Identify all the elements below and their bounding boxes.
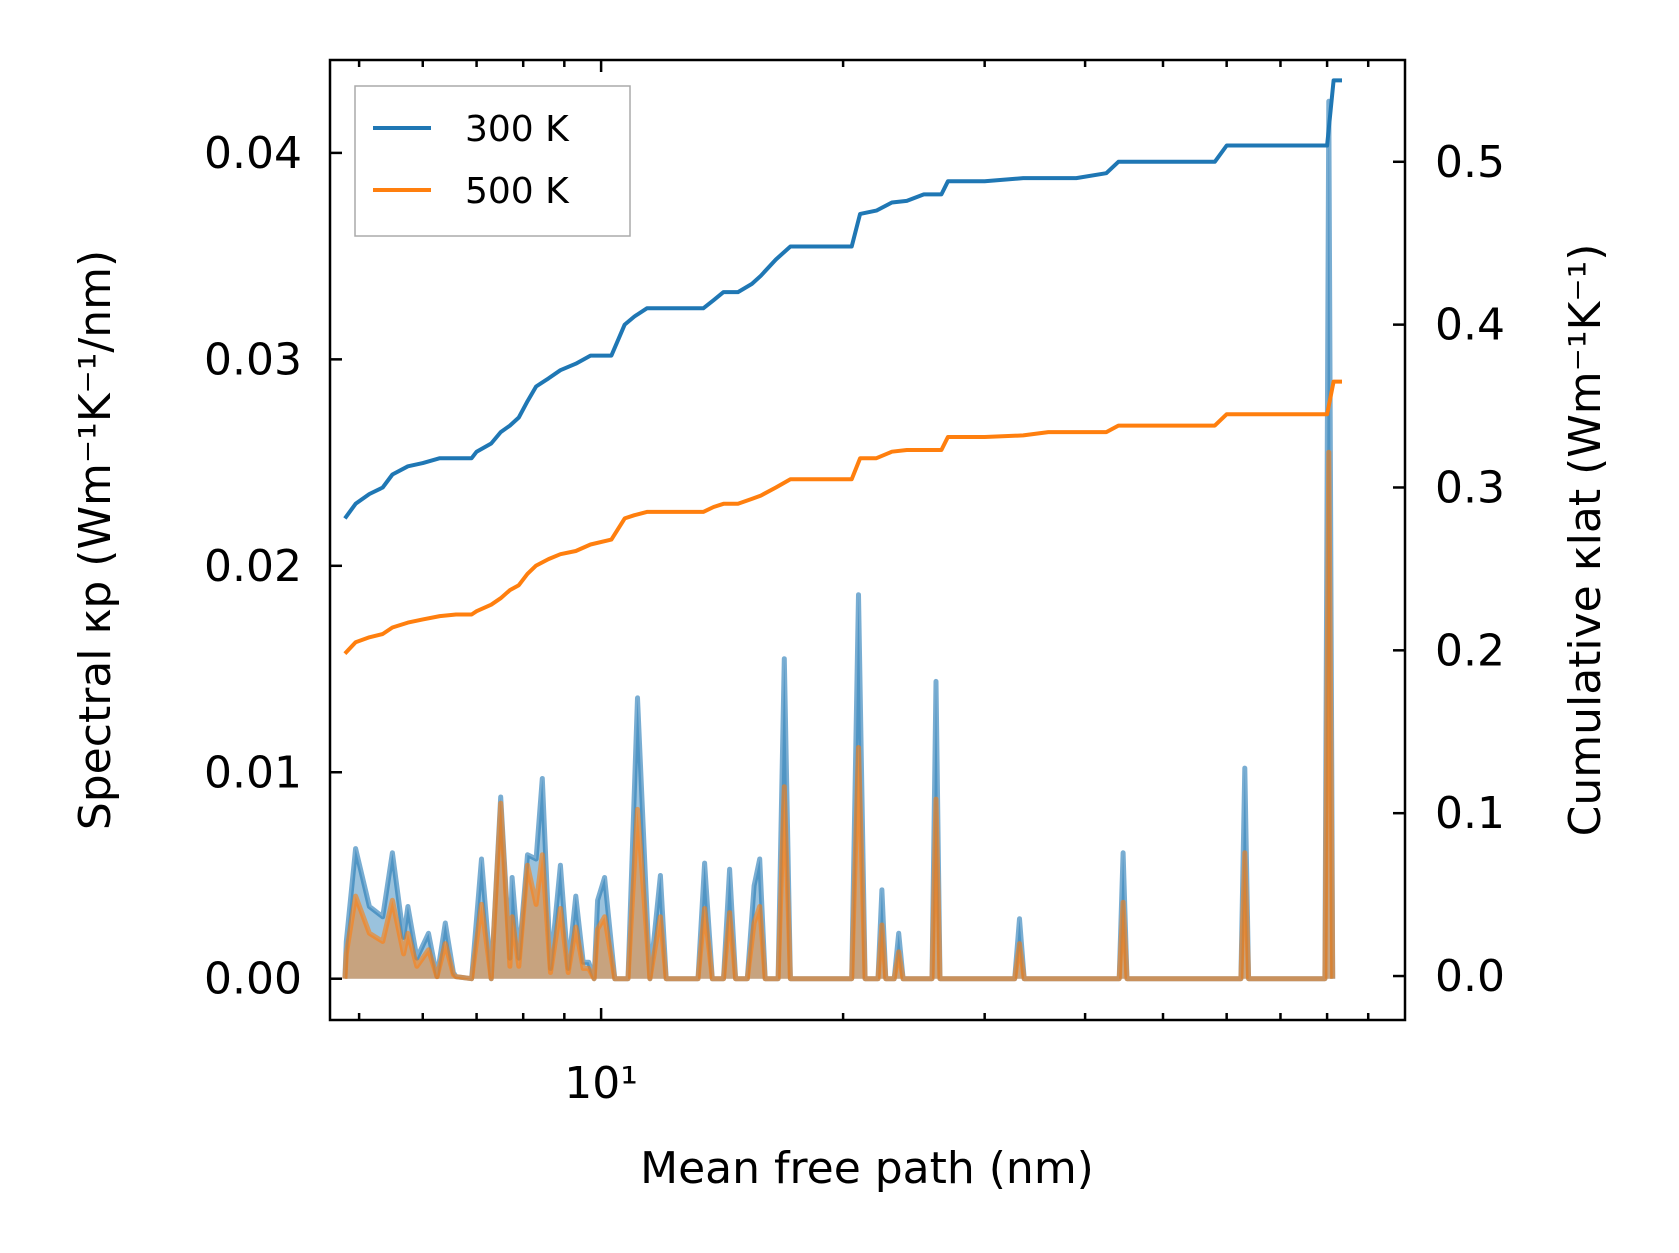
plot-frame [328,58,1407,1022]
spectral-layer [342,98,1336,982]
ticks-layer: 0.00 0.01 0.02 0.03 0.04 0.0 0.1 0.2 0.3 0.4 0.5 10… [204,60,1505,1109]
y-left-tick-label: 0.04 [204,128,302,179]
y-axis-left-label: Spectral κp (Wm⁻¹K⁻¹/nm) [70,250,121,830]
cumulative-line-300k [343,78,1342,520]
cumulative-line-500k [343,379,1342,655]
x-axis-label: Mean free path (nm) [640,1143,1094,1194]
y-right-tick-label: 0.0 [1435,951,1505,1002]
legend-label-500k: 500 K [465,171,570,212]
y-left-tick-label: 0.02 [204,541,302,592]
spectral-line-500k [342,449,1336,982]
y-axis-right-label: Cumulative κlat (Wm⁻¹K⁻¹) [1560,244,1611,837]
y-right-tick-label: 0.4 [1435,300,1505,351]
cumulative-layer [343,78,1342,655]
legend-label-300k: 300 K [465,109,570,150]
legend-frame [354,85,631,237]
y-right-tick-label: 0.2 [1435,625,1505,676]
y-right-tick-label: 0.3 [1435,462,1505,513]
y-left-tick-label: 0.00 [204,954,302,1005]
y-right-tick-label: 0.5 [1435,137,1505,188]
legend: 300 K 500 K [354,85,631,237]
y-left-tick-label: 0.01 [204,747,302,798]
x-tick-label: 10¹ [564,1058,638,1109]
y-right-tick-label: 0.1 [1435,788,1505,839]
y-left-tick-label: 0.03 [204,334,302,385]
